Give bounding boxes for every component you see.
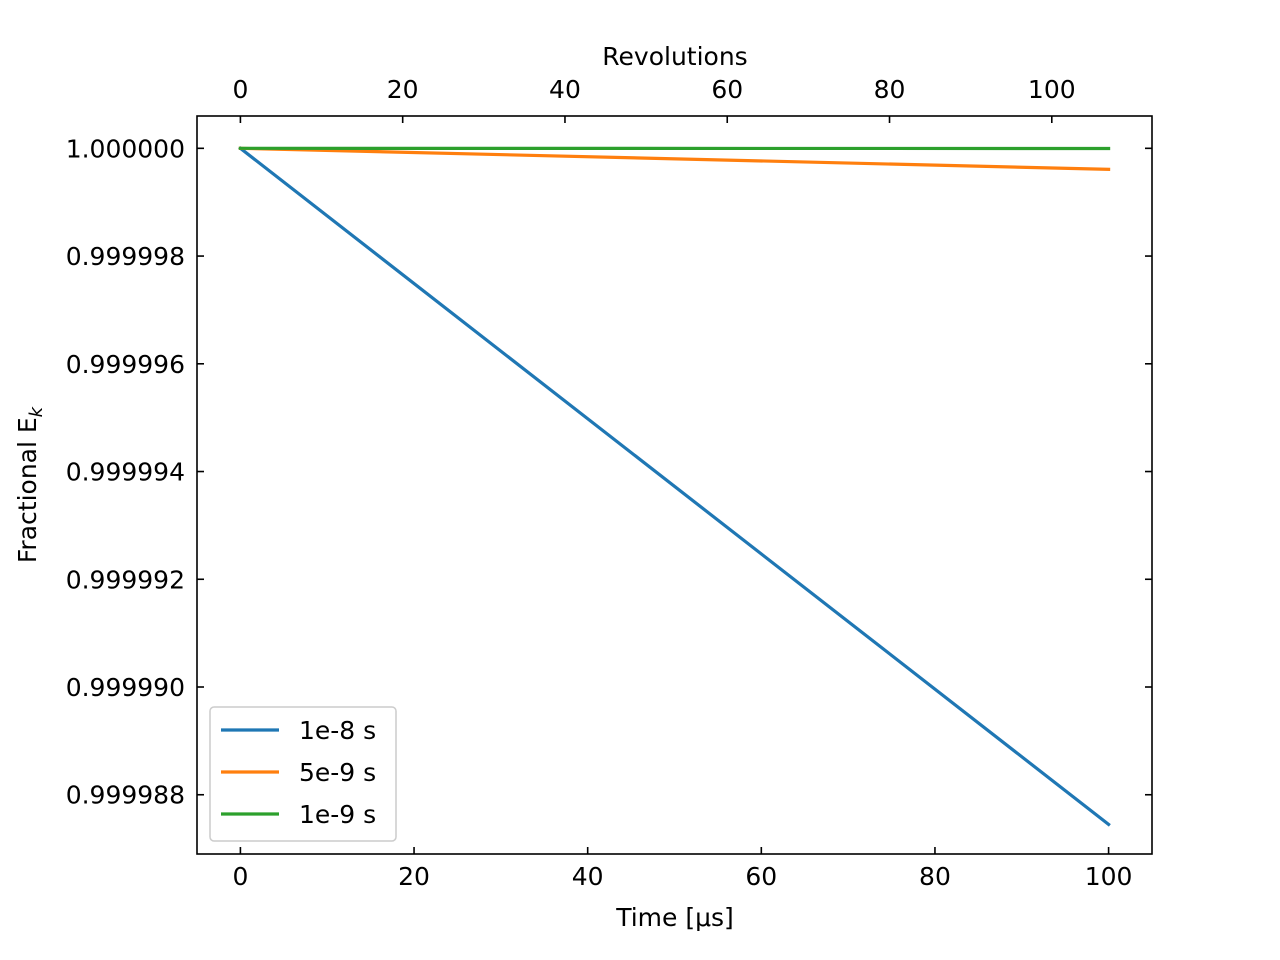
top-x-tick-label: 20 [387, 75, 419, 104]
y-tick-label: 0.999994 [66, 458, 185, 487]
y-tick-label: 0.999990 [66, 673, 185, 702]
x-tick-label: 20 [398, 862, 430, 891]
series-lines [238, 146, 1111, 827]
top-x-tick-label: 60 [711, 75, 743, 104]
y-tick-label: 0.999992 [66, 565, 185, 594]
y-tick-label: 0.999988 [66, 781, 185, 810]
series-line [238, 146, 1111, 827]
x-tick-label: 80 [919, 862, 951, 891]
legend-items: 1e-8 s 5e-9 s 1e-9 s [221, 716, 376, 829]
legend-label: 1e-9 s [299, 800, 376, 829]
x-axis-title: Time [μs] [615, 903, 734, 932]
y-axis-title-subscript: k [26, 405, 47, 417]
legend-frame [209, 706, 397, 842]
legend: 1e-8 s 5e-9 s 1e-9 s [209, 706, 397, 842]
legend-label: 5e-9 s [299, 758, 376, 787]
right-y-axis [1145, 147, 1152, 796]
top-x-tick-label: 80 [874, 75, 906, 104]
top-x-tick-label: 40 [549, 75, 581, 104]
x-tick-label: 40 [572, 862, 604, 891]
y-axis: 0.999988 0.999990 0.999992 0.999994 0.999996… [66, 134, 204, 810]
y-tick-label: 1.000000 [66, 134, 185, 163]
x-tick-label: 100 [1085, 862, 1133, 891]
y-tick-label: 0.999998 [66, 242, 185, 271]
top-x-axis: 0 20 40 60 80 100 [232, 75, 1076, 123]
x-tick-label: 0 [232, 862, 248, 891]
top-x-tick-label: 0 [232, 75, 248, 104]
top-x-tick-label: 100 [1028, 75, 1076, 104]
y-axis-title: Fractional Ek [13, 405, 47, 563]
legend-label: 1e-8 s [299, 716, 376, 745]
y-axis-title-main: Fractional E [13, 417, 42, 563]
top-x-axis-title: Revolutions [602, 42, 747, 71]
bottom-x-axis: 0 20 40 60 80 100 [232, 847, 1132, 891]
series-line [238, 146, 1111, 171]
x-tick-label: 60 [745, 862, 777, 891]
y-tick-label: 0.999996 [66, 350, 185, 379]
